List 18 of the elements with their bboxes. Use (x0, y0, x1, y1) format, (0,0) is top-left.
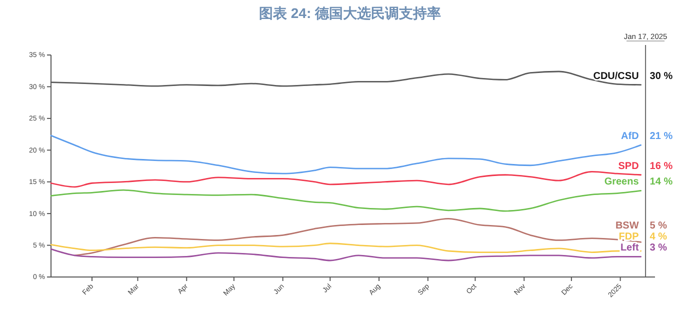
data-label: 5 % (650, 220, 668, 232)
data-label: 3 % (650, 242, 668, 254)
series-label: SPD (618, 160, 639, 172)
data-label: 30 % (650, 70, 673, 82)
series-label: Greens (604, 176, 640, 188)
data-label: 4 % (650, 232, 668, 243)
data-label: 16 % (650, 160, 673, 172)
series-label: CDU/CSU (593, 70, 639, 82)
line-series (50, 242, 642, 253)
series-label: BSW (615, 220, 640, 232)
line-series (50, 171, 642, 188)
line-series (74, 218, 642, 256)
series-label: AfD (621, 131, 639, 142)
line-series (50, 189, 642, 212)
series-label: FDP (618, 232, 640, 243)
chart-title: 图表 24: 德国大选民调支持率 (258, 5, 442, 21)
data-label: 21 % (650, 131, 673, 142)
data-label: 14 % (650, 176, 673, 188)
